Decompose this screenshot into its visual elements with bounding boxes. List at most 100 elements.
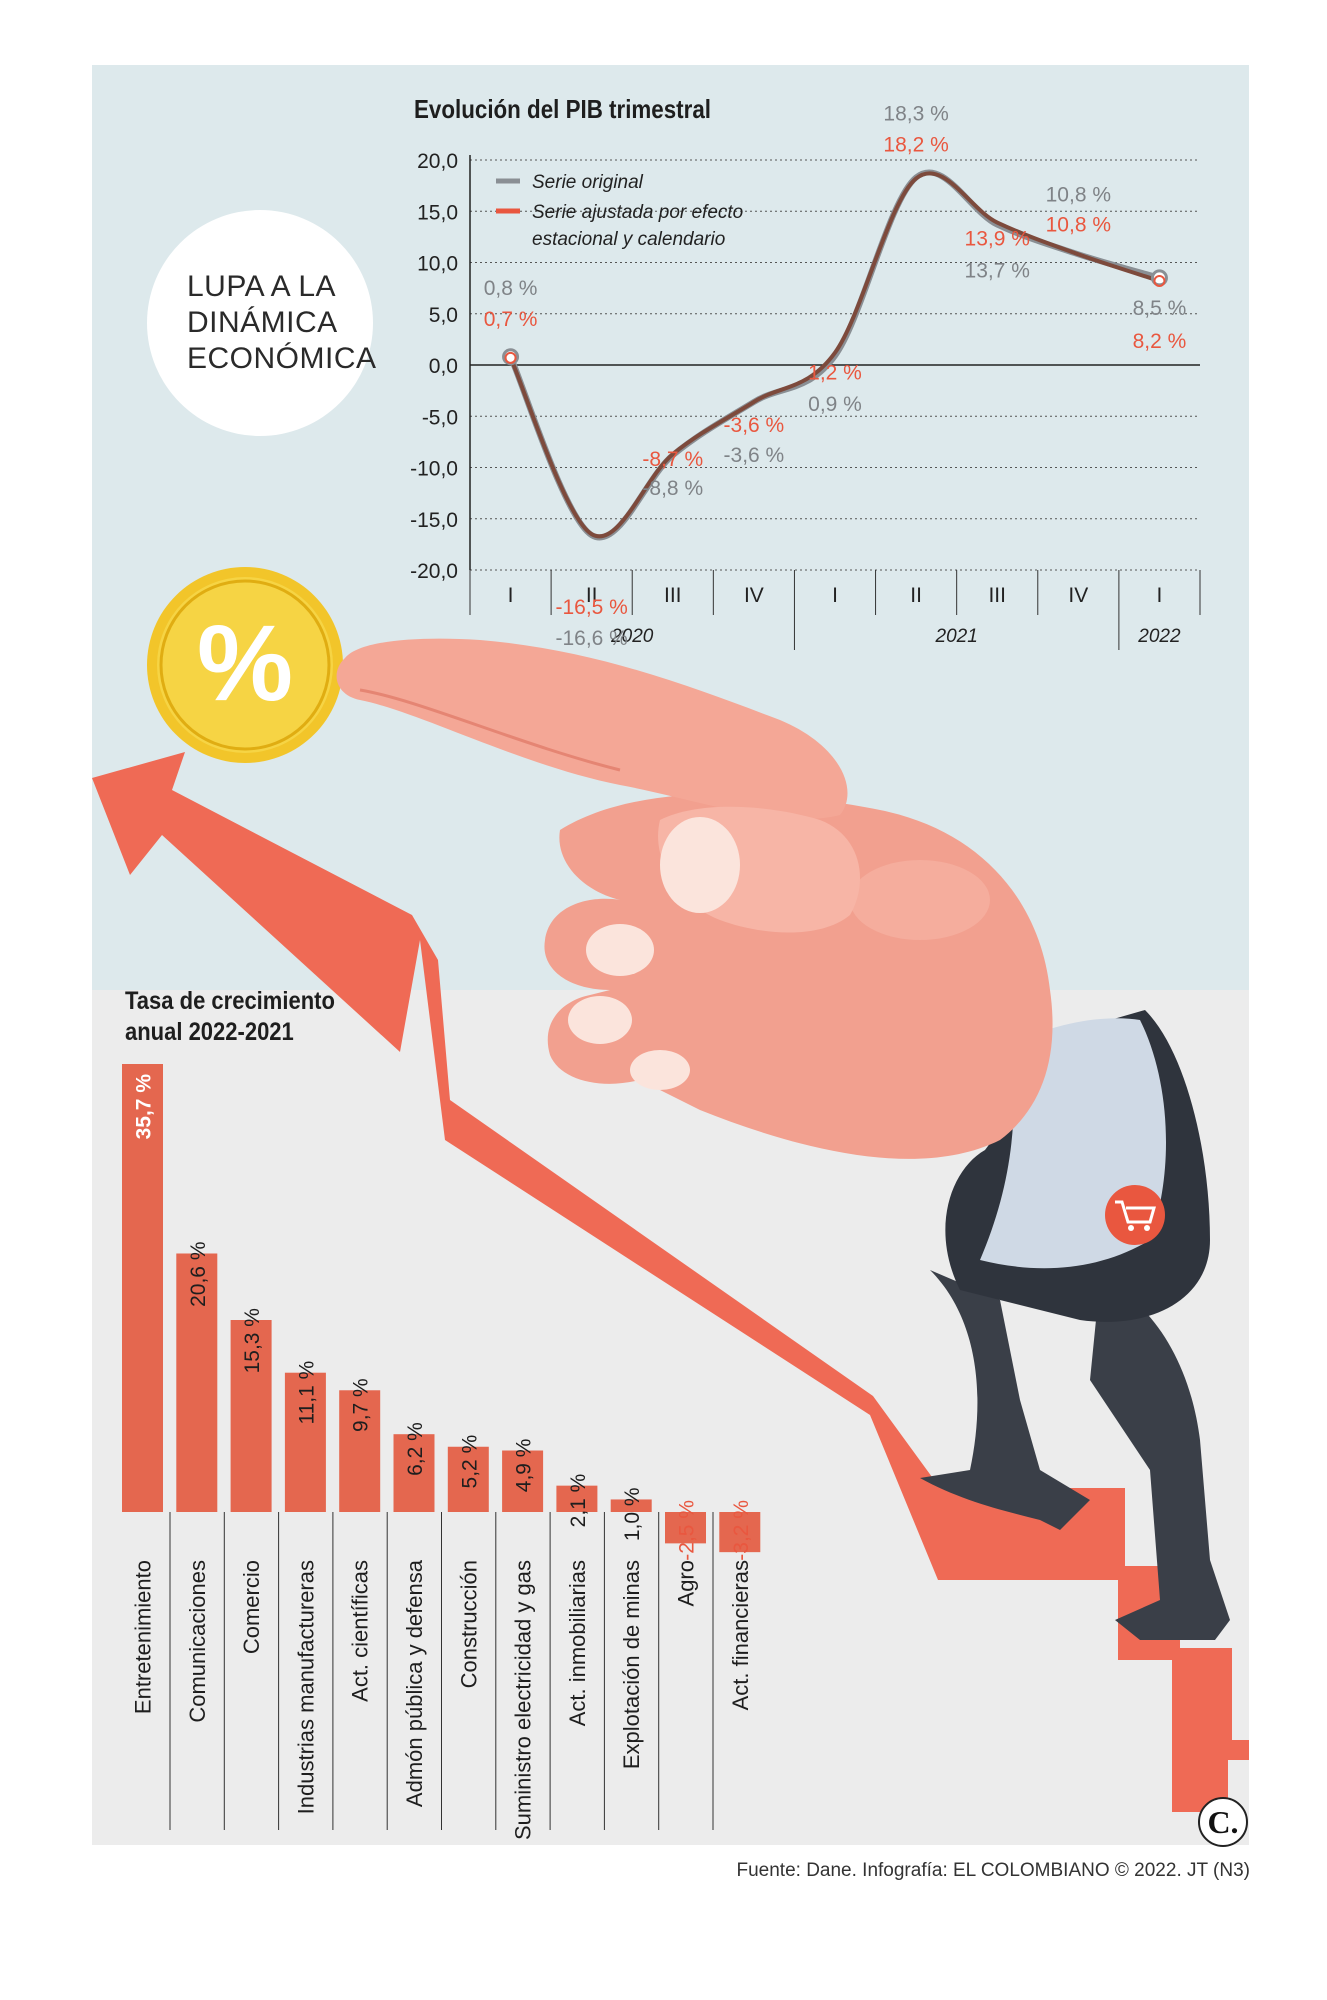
data-label-adjusted: 18,2 % [883, 133, 948, 156]
data-label-original: 0,9 % [808, 393, 862, 416]
growth-category-label: Act. financieras [728, 1560, 753, 1710]
pib-line-chart: 20,015,010,05,00,0-5,0-10,0-15,0-20,0I II… [410, 102, 1201, 650]
headline-badge: LUPA A LA DINÁMICA ECONÓMICA [147, 210, 377, 436]
pib-chart-grid [470, 159, 1200, 571]
growth-value-label: 15,3 % [241, 1308, 264, 1373]
staircase-arrow-illustration [92, 752, 1249, 1812]
data-label-original: -16,6 % [555, 627, 627, 650]
growth-category-label: Comunicaciones [185, 1560, 210, 1723]
y-tick-label: -20,0 [410, 560, 458, 583]
data-label-original: -8,8 % [642, 477, 703, 500]
growth-value-label: 35,7 % [133, 1074, 156, 1140]
growth-bar [665, 1512, 706, 1544]
year-label: 2021 [935, 626, 978, 647]
growth-value-label: 11,1 % [295, 1361, 318, 1425]
growth-value-label: 6,2 % [404, 1422, 427, 1476]
el-colombiano-logo: C. [1198, 1797, 1248, 1847]
x-tick-label: I [832, 584, 838, 607]
legend-label-adjusted-line-1: Serie ajustada por efecto [532, 202, 743, 223]
y-tick-label: -10,0 [410, 458, 458, 481]
x-tick-label: I [1157, 584, 1163, 607]
source-credit: Fuente: Dane. Infografía: EL COLOMBIANO … [736, 1860, 1250, 1881]
growth-category-label: Entretenimiento [131, 1560, 156, 1714]
headline-line-3: ECONÓMICA [187, 342, 377, 375]
percent-coin-glyph: % [197, 602, 293, 723]
year-label: 2022 [1137, 626, 1181, 647]
growth-bar [176, 1253, 218, 1512]
series-point-adjusted [1153, 274, 1166, 287]
growth-category-label: Act. inmobiliarias [565, 1560, 590, 1726]
y-tick-label: 10,0 [417, 253, 458, 276]
growth-category-label: Construcción [456, 1560, 481, 1688]
pointing-hand-illustration [336, 638, 1230, 1640]
growth-chart-category-labels: Entretenimiento Comunicaciones Comercio Ind… [131, 1512, 753, 1840]
x-tick-label: I [508, 584, 514, 607]
x-tick-label: III [664, 584, 682, 607]
data-label-adjusted: -16,5 % [555, 596, 627, 619]
data-label-original: 13,7 % [965, 260, 1030, 283]
pib-chart-axis: 20,015,010,05,00,0-5,0-10,0-15,0-20,0I II… [410, 150, 1201, 650]
headline-text: LUPA A LA DINÁMICA ECONÓMICA [165, 269, 377, 377]
growth-value-label: 9,7 % [350, 1378, 373, 1432]
growth-value-label: -3,2 % [730, 1500, 753, 1561]
growth-value-label: 2,1 % [567, 1474, 590, 1528]
growth-bar [230, 1320, 272, 1512]
growth-category-label: Explotación de minas [619, 1560, 644, 1769]
growth-category-label: Comercio [239, 1560, 264, 1654]
x-tick-label: IV [744, 584, 764, 607]
headline-line-2: DINÁMICA [187, 306, 338, 339]
data-label-original: 18,3 % [883, 102, 948, 125]
headline-line-1: LUPA A LA [187, 270, 337, 303]
year-label: 2020 [610, 626, 654, 647]
data-label-adjusted: 13,9 % [965, 228, 1030, 251]
data-label-original: 0,8 % [484, 277, 538, 300]
y-tick-label: 5,0 [429, 304, 458, 327]
data-label-adjusted: 10,8 % [1046, 213, 1111, 236]
x-tick-label: II [910, 584, 922, 607]
legend-label-adjusted-line-2: estacional y calendario [532, 229, 725, 250]
growth-category-label: Admón pública y defensa [402, 1559, 427, 1807]
growth-value-label: 20,6 % [187, 1241, 210, 1306]
y-tick-label: 0,0 [429, 355, 458, 378]
x-tick-label: II [586, 584, 598, 607]
series-point-adjusted [504, 351, 517, 364]
growth-bar [393, 1434, 435, 1512]
data-label-original: 8,5 % [1133, 297, 1187, 320]
growth-chart-value-labels: 35,7 % 20,6 % 15,3 % 11,1 % 9,7 % 6,2 % 5,2 % 4… [133, 1074, 753, 1561]
growth-value-label: 5,2 % [458, 1435, 481, 1489]
pib-chart-legend: Serie original Serie ajustada por efecto e… [496, 172, 743, 250]
data-label-adjusted: 8,2 % [1133, 330, 1187, 353]
growth-bar [122, 1064, 163, 1512]
growth-bar [447, 1446, 489, 1512]
data-label-adjusted: -3,6 % [724, 414, 785, 437]
pib-chart-data-labels: 0,8 % 0,7 % -16,6 % -16,5 % -8,8 % -8,7 % -3,6… [484, 102, 1187, 650]
shopping-cart-icon [1105, 1185, 1165, 1245]
x-tick-label: III [988, 584, 1006, 607]
growth-bar [284, 1372, 326, 1512]
growth-category-label: Industrias manufactureras [293, 1560, 318, 1814]
growth-category-label: Suministro electricidad y gas [511, 1560, 536, 1840]
y-tick-label: -5,0 [422, 406, 458, 429]
data-label-adjusted: 0,7 % [484, 308, 538, 331]
pib-chart-title: Evolución del PIB trimestral [414, 94, 711, 124]
growth-bar [556, 1485, 598, 1512]
series-point-original [1150, 269, 1168, 287]
data-label-adjusted: -8,7 % [642, 448, 703, 471]
data-label-original: 10,8 % [1046, 183, 1111, 206]
series-line-adjusted [508, 171, 1162, 539]
growth-bar [719, 1512, 761, 1553]
growth-chart-title: Tasa de crecimiento anual 2022-2021 [125, 986, 335, 1048]
growth-category-label: Act. científicas [348, 1560, 373, 1702]
growth-bar [339, 1390, 381, 1512]
data-label-original: -3,6 % [724, 444, 785, 467]
growth-value-label: 4,9 % [513, 1439, 536, 1493]
percent-coin-icon: % [147, 567, 343, 763]
x-tick-label: IV [1068, 584, 1088, 607]
data-label-adjusted: 1,2 % [808, 362, 862, 385]
legend-label-original: Serie original [532, 172, 644, 193]
growth-category-label: Agro [674, 1560, 699, 1606]
growth-chart-title-line-2: anual 2022-2021 [125, 1018, 294, 1046]
growth-value-label: -2,5 % [676, 1500, 699, 1561]
growth-bar [502, 1450, 544, 1512]
